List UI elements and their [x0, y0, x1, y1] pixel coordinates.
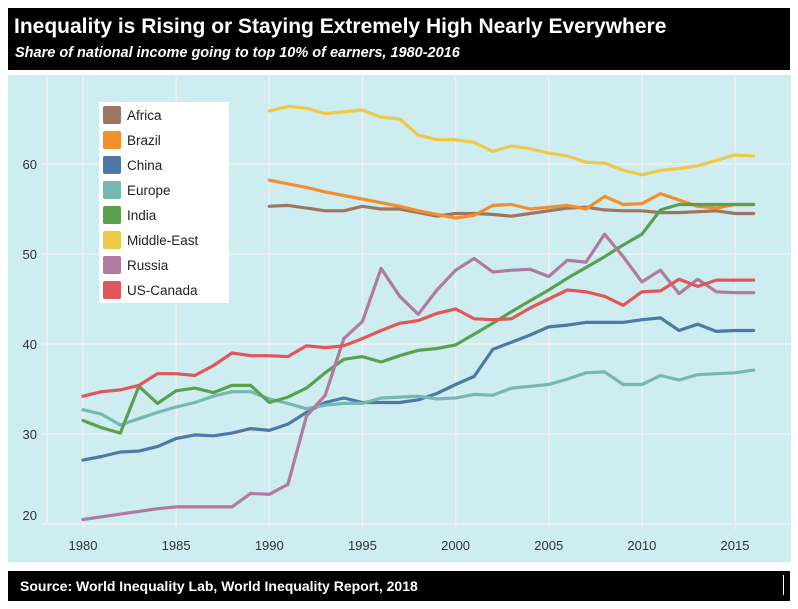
x-tick-label: 1995 — [348, 538, 377, 553]
y-tick-label: 30 — [23, 427, 37, 442]
x-tick-label: 2000 — [441, 538, 470, 553]
series-line-russia — [81, 232, 756, 522]
title-bar: Inequality is Rising or Staying Extremel… — [8, 8, 790, 70]
series-line-china — [81, 316, 756, 462]
chart-title: Inequality is Rising or Staying Extremel… — [14, 15, 667, 38]
legend-label-china: China — [127, 158, 163, 173]
legend-label-europe: Europe — [127, 183, 171, 198]
legend-swatch-europe — [103, 181, 121, 199]
source-text: Source: World Inequality Lab, World Ineq… — [20, 578, 418, 594]
legend-swatch-russia — [103, 256, 121, 274]
x-tick-label: 1990 — [255, 538, 284, 553]
series-line-brazil — [267, 178, 756, 220]
legend-label-india: India — [127, 208, 157, 223]
series-line-africa — [267, 203, 756, 218]
legend-label-middle-east: Middle-East — [127, 233, 199, 248]
source-bar: Source: World Inequality Lab, World Ineq… — [8, 571, 790, 601]
legend-swatch-middle-east — [103, 231, 121, 249]
text-cursor — [783, 575, 784, 595]
legend-swatch-india — [103, 206, 121, 224]
chart-subtitle: Share of national income going to top 10… — [15, 45, 460, 61]
series-line-india — [81, 202, 756, 435]
legend-swatch-china — [103, 156, 121, 174]
series-line-us-canada — [81, 277, 756, 398]
legend-swatch-africa — [103, 106, 121, 124]
legend-label-russia: Russia — [127, 258, 169, 273]
series-line-middle-east — [267, 104, 756, 177]
x-tick-label: 2005 — [534, 538, 563, 553]
y-tick-label: 60 — [23, 157, 37, 172]
legend-swatch-brazil — [103, 131, 121, 149]
legend-label-us-canada: US-Canada — [127, 283, 198, 298]
y-tick-label: 40 — [23, 337, 37, 352]
legend-label-brazil: Brazil — [127, 133, 161, 148]
x-tick-label: 2015 — [721, 538, 750, 553]
x-tick-label: 2010 — [627, 538, 656, 553]
legend-swatch-us-canada — [103, 281, 121, 299]
y-tick-label: 20 — [23, 508, 37, 523]
legend-label-africa: Africa — [127, 108, 162, 123]
x-tick-label: 1980 — [69, 538, 98, 553]
x-tick-label: 1985 — [162, 538, 191, 553]
y-tick-label: 50 — [23, 247, 37, 262]
series-line-europe — [81, 368, 756, 427]
